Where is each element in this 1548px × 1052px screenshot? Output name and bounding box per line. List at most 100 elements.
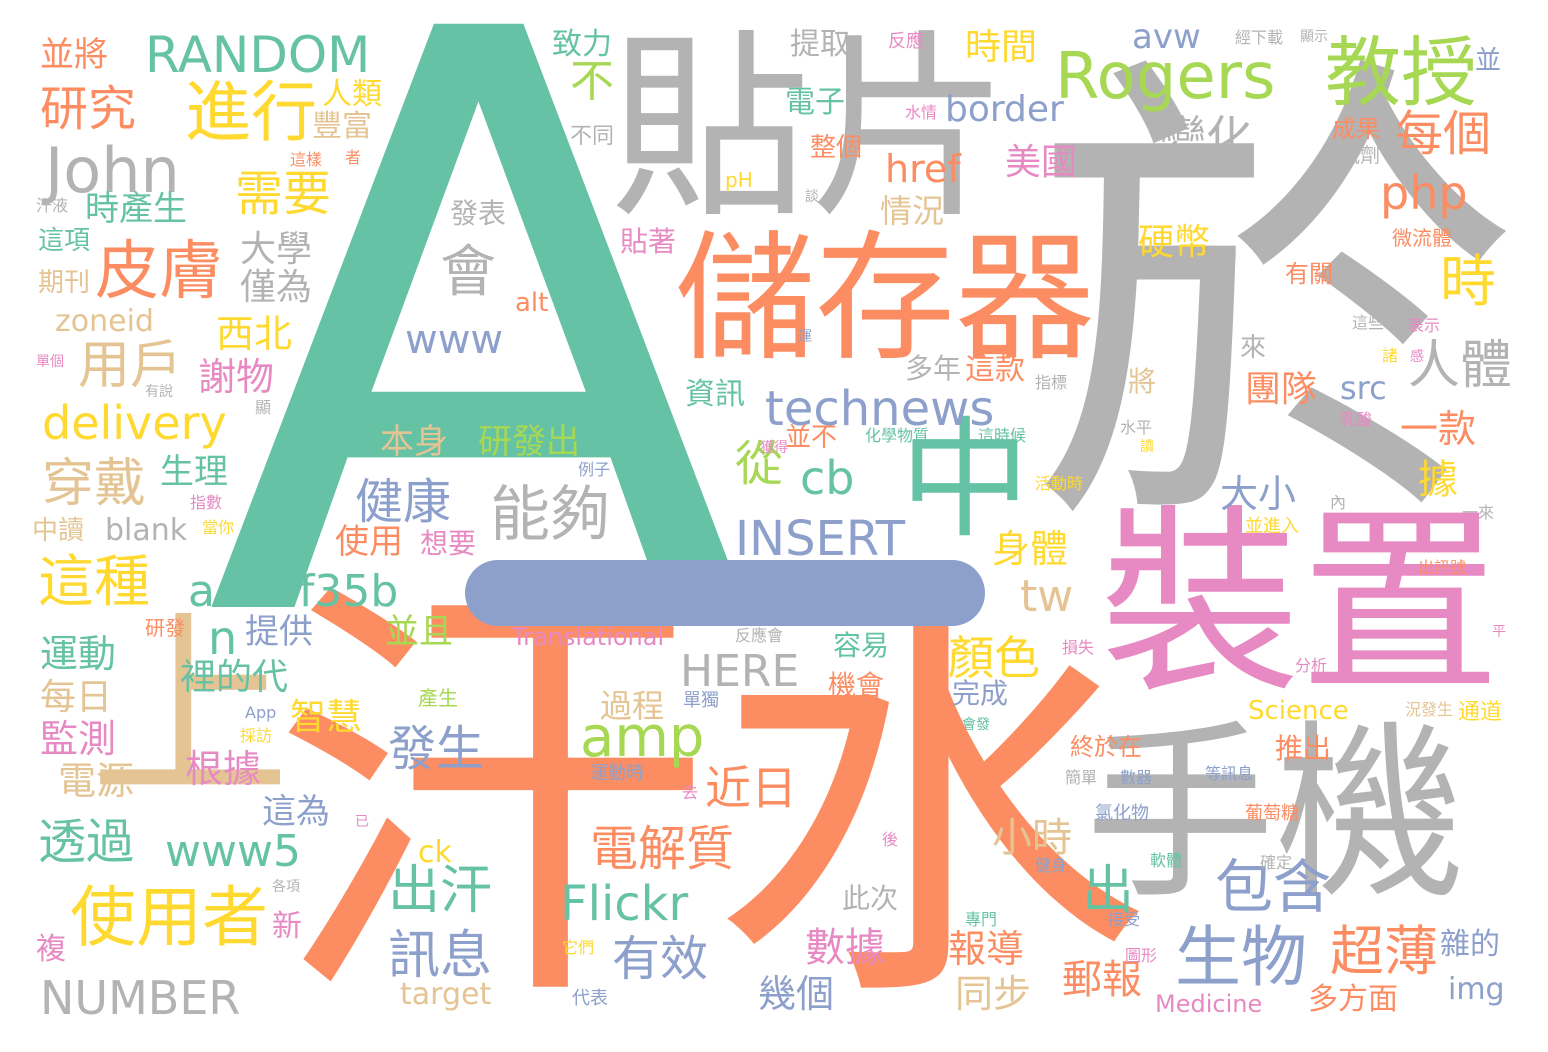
- word-bingbu: 並不: [785, 423, 838, 453]
- word-yundongshi: 運動時: [590, 763, 644, 784]
- word-duofangmian: 多方面: [1308, 982, 1398, 1017]
- word-shiyong: 使用: [335, 522, 403, 562]
- word-shijian: 時間: [965, 27, 1038, 68]
- word-hui: 會: [440, 240, 496, 305]
- word-rusuan: 乳酸: [1340, 410, 1373, 429]
- word-tuxing: 圖形: [1125, 946, 1158, 965]
- word-zhezhong: 這種: [38, 550, 150, 615]
- word-zhili: 致力: [552, 27, 612, 62]
- word-translational: Translational: [512, 623, 665, 651]
- word-bingjinru: 並進入: [1245, 516, 1299, 537]
- word-medicine: Medicine: [1155, 990, 1263, 1018]
- word-bianhua: 變化: [1160, 111, 1252, 165]
- word-daxue: 大學: [240, 229, 313, 270]
- word-xiaoshi: 小時: [992, 815, 1072, 861]
- word-xin: 新: [272, 909, 302, 944]
- word-jihui: 機會: [828, 669, 885, 702]
- word-bingqie: 並且: [385, 612, 453, 652]
- word-tigong: 提供: [245, 612, 313, 652]
- word-yundong: 運動: [40, 632, 117, 676]
- word-renti: 人體: [1408, 336, 1513, 396]
- word-meiguo: 美國: [1005, 142, 1078, 183]
- word-ju: 據: [1418, 457, 1458, 503]
- word-meiri: 每日: [40, 677, 113, 718]
- word-shiyongzhe: 使用者: [70, 879, 268, 956]
- word-href: href: [885, 147, 961, 191]
- word-xuyao: 需要: [235, 166, 332, 222]
- word-youbao: 郵報: [1062, 957, 1142, 1003]
- word-zhewei: 這為: [262, 792, 330, 832]
- word-caifang: 採訪: [240, 726, 273, 745]
- word-zade: 雜的: [1440, 927, 1500, 962]
- word-dange: 單個: [36, 354, 64, 370]
- word-cici: 此次: [842, 882, 899, 915]
- word-dianjiezhi: 電解質: [590, 821, 735, 877]
- word-chuhan: 出汗: [388, 861, 493, 921]
- word-jinri: 近日: [705, 761, 797, 815]
- word-xibei: 西北: [216, 312, 293, 356]
- word-fanying: 反應: [888, 31, 924, 52]
- word-hanshui: 汗水: [270, 544, 1150, 1052]
- word-science: Science: [1248, 696, 1349, 726]
- word-dianzi: 電子: [785, 85, 845, 120]
- word-blank: blank: [105, 513, 188, 548]
- word-zhekuan: 這款: [965, 352, 1025, 387]
- word-chengguo: 成果: [1332, 115, 1380, 143]
- word-shenti: 身體: [992, 527, 1069, 571]
- word-biaoshi: 表示: [1408, 316, 1441, 335]
- word-zhong: 中: [900, 404, 1031, 556]
- word-zhongdu: 中讀: [32, 516, 85, 546]
- word-jingxiazai: 經下載: [1235, 28, 1284, 47]
- word-zhishu: 指數: [190, 493, 223, 512]
- word-jiaoshou: 教授: [1325, 28, 1477, 117]
- word-fasheng: 發生: [388, 721, 485, 777]
- word-pifu: 皮膚: [95, 235, 223, 309]
- word-tw: tw: [1020, 571, 1074, 622]
- word-jiandan: 簡單: [1065, 768, 1098, 787]
- word-yanjiu: 研究: [40, 81, 137, 137]
- word-yanse: 顏色: [948, 631, 1040, 685]
- word-yu: 於: [1030, 19, 1520, 590]
- word-qingkuang: 情況: [880, 192, 945, 230]
- word-rogers: Rogers: [1055, 40, 1276, 114]
- word-huaxuewuzhi: 化學物質: [865, 426, 930, 445]
- word-zhongyuzai: 終於在: [1070, 733, 1142, 761]
- word-du: 讀: [1140, 439, 1154, 455]
- word-n: n: [208, 611, 238, 665]
- word-huode: 獲得: [760, 440, 788, 456]
- word-here: HERE: [680, 646, 800, 697]
- word-app: App: [245, 703, 277, 722]
- word-insert: INSERT: [735, 511, 906, 567]
- word-qu: 去: [682, 783, 699, 802]
- word-shi: 時: [1440, 250, 1496, 315]
- word-bingjiang: 並將: [40, 35, 108, 75]
- word-tuandui: 團隊: [1245, 369, 1318, 410]
- word-yingbi: 硬幣: [1138, 222, 1211, 263]
- word-jiankang: 健康: [355, 474, 452, 530]
- word-benshen: 本身: [380, 422, 448, 462]
- word-dianyuan: 電源: [58, 759, 135, 803]
- word-php: php: [1380, 166, 1468, 220]
- word-yonghu: 用戶: [78, 336, 183, 396]
- word-ping: 平: [1492, 624, 1506, 640]
- blue-bar-shape: [465, 560, 985, 626]
- word-chu: 出: [1082, 861, 1135, 921]
- word-queding: 確定: [1260, 853, 1293, 872]
- word-xunxi: 訊息: [388, 926, 493, 986]
- word-shengwu: 生物: [1175, 919, 1307, 996]
- word-gan: 感: [1410, 349, 1424, 365]
- word-yi: 已: [355, 814, 369, 830]
- word-shuqi: 數器: [1120, 768, 1153, 787]
- word-random: RANDOM: [145, 26, 371, 84]
- word-shiji: 試劑: [1340, 143, 1380, 167]
- word-alt: alt: [515, 288, 549, 318]
- word-img: img: [1448, 972, 1505, 1007]
- word-jinwei: 僅為: [240, 267, 313, 308]
- word-delivery: delivery: [42, 396, 227, 450]
- word-genju: 根據: [185, 747, 262, 791]
- word-jiang: 將: [1128, 365, 1157, 398]
- word-cong: 從: [735, 436, 784, 492]
- word-a4b3f35b: a4b3f35b: [188, 566, 399, 617]
- word-avw: avw: [1132, 17, 1201, 57]
- word-fenxi: 分析: [1295, 656, 1328, 675]
